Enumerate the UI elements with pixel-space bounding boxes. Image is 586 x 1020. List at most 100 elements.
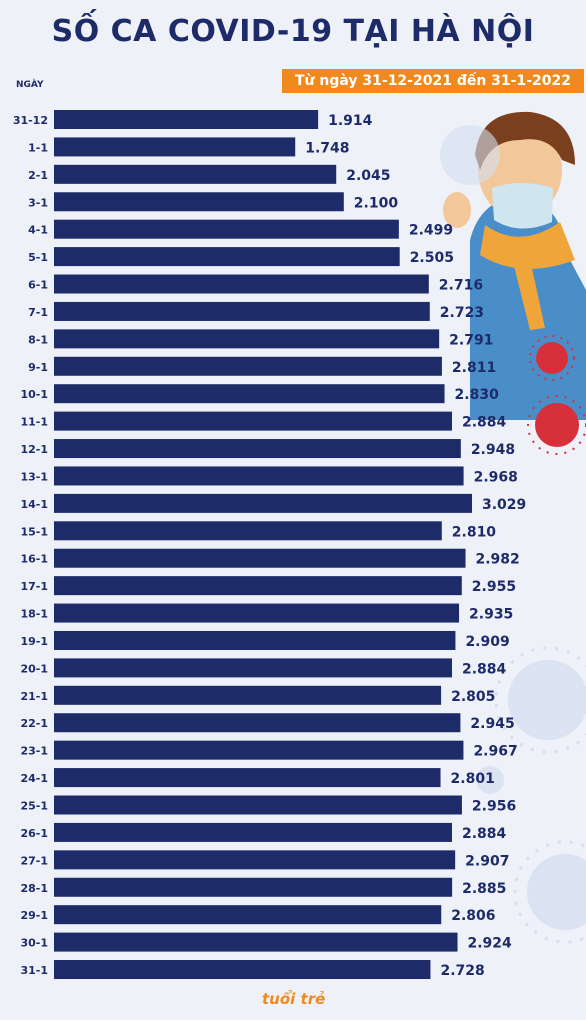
data-label: 2.885 — [462, 881, 506, 897]
category-tick-label: 17-1 — [20, 580, 48, 593]
category-tick-label: 6-1 — [28, 279, 48, 292]
bar — [54, 192, 344, 212]
bar — [54, 795, 462, 815]
data-label: 2.884 — [462, 661, 507, 677]
data-label: 2.884 — [462, 826, 507, 842]
bar — [54, 630, 456, 650]
data-label: 2.728 — [440, 963, 484, 979]
data-label: 2.499 — [409, 223, 453, 239]
person-with-mask-icon — [443, 111, 586, 420]
bar — [54, 493, 472, 513]
data-label: 2.810 — [452, 524, 497, 540]
data-label: 2.805 — [451, 689, 495, 705]
brand-logo: tuổi trẻ — [262, 990, 326, 1008]
date-range-subtitle: Từ ngày 31-12-2021 đến 31-1-2022 — [282, 69, 584, 93]
data-label: 2.045 — [346, 168, 390, 184]
category-tick-label: 31-1 — [20, 964, 48, 977]
category-tick-label: 25-1 — [20, 800, 48, 813]
bar — [54, 247, 400, 267]
bar — [54, 356, 442, 376]
bar — [54, 877, 453, 897]
category-tick-label: 7-1 — [28, 306, 48, 319]
data-label: 2.945 — [470, 716, 514, 732]
category-tick-label: 8-1 — [28, 333, 48, 346]
bar — [54, 137, 296, 157]
data-label: 2.801 — [451, 771, 495, 787]
data-label: 3.029 — [482, 497, 526, 513]
data-label: 1.748 — [305, 140, 349, 156]
data-label: 2.811 — [452, 360, 496, 376]
category-tick-label: 5-1 — [28, 251, 48, 264]
data-label: 2.806 — [451, 908, 495, 924]
bar — [54, 932, 458, 952]
bar — [54, 740, 464, 760]
virus-icon — [527, 335, 586, 455]
bar — [54, 329, 440, 349]
category-tick-label: 18-1 — [20, 608, 48, 621]
data-label: 2.967 — [473, 744, 517, 760]
bar — [54, 439, 461, 459]
bar — [54, 521, 442, 541]
data-label: 2.924 — [468, 936, 513, 952]
bar — [54, 850, 456, 870]
category-tick-label: 28-1 — [20, 882, 48, 895]
category-tick-label: 12-1 — [20, 443, 48, 456]
page-title: SỐ CA COVID-19 TẠI HÀ NỘI — [51, 14, 535, 49]
category-tick-label: 27-1 — [20, 854, 48, 867]
data-label: 2.968 — [474, 469, 518, 485]
bar — [54, 603, 460, 623]
data-label: 2.716 — [439, 278, 483, 294]
data-label: 1.914 — [328, 113, 373, 129]
bar — [54, 411, 452, 431]
data-label: 2.948 — [471, 442, 515, 458]
bar — [54, 384, 445, 404]
category-tick-label: 10-1 — [20, 388, 48, 401]
data-label: 2.907 — [465, 853, 509, 869]
data-label: 2.982 — [476, 552, 520, 568]
category-tick-label: 14-1 — [20, 498, 48, 511]
bar — [54, 768, 441, 788]
category-tick-label: 24-1 — [20, 772, 48, 785]
data-label: 2.505 — [410, 250, 454, 266]
data-label: 2.935 — [469, 607, 513, 623]
category-tick-label: 31-12 — [13, 114, 48, 127]
bar — [54, 301, 430, 321]
data-label: 2.909 — [465, 634, 509, 650]
data-label: 2.791 — [449, 332, 493, 348]
pale-virus-icon — [440, 125, 586, 944]
category-tick-label: 9-1 — [28, 361, 48, 374]
category-tick-label: 4-1 — [28, 224, 48, 237]
bar — [54, 576, 462, 596]
bar — [54, 164, 337, 184]
bar — [54, 219, 399, 239]
bar — [54, 713, 461, 733]
category-tick-label: 15-1 — [20, 525, 48, 538]
category-tick-label: 29-1 — [20, 909, 48, 922]
data-label: 2.100 — [354, 195, 399, 211]
data-label: 2.884 — [462, 415, 507, 431]
bar — [54, 658, 452, 678]
category-axis-label: NGÀY — [16, 80, 44, 90]
data-label: 2.830 — [455, 387, 500, 403]
category-tick-label: 1-1 — [28, 141, 48, 154]
data-label: 2.955 — [472, 579, 516, 595]
category-tick-label: 21-1 — [20, 690, 48, 703]
category-tick-label: 13-1 — [20, 470, 48, 483]
bar — [54, 548, 466, 568]
data-label: 2.723 — [440, 305, 484, 321]
bar — [54, 685, 442, 705]
category-tick-label: 30-1 — [20, 937, 48, 950]
bar — [54, 905, 442, 925]
category-tick-label: 19-1 — [20, 635, 48, 648]
category-tick-label: 22-1 — [20, 717, 48, 730]
bar — [54, 274, 429, 294]
category-tick-label: 23-1 — [20, 745, 48, 758]
bar — [54, 960, 431, 980]
bar — [54, 822, 452, 842]
category-tick-label: 26-1 — [20, 827, 48, 840]
bar — [54, 110, 319, 129]
data-label: 2.956 — [472, 799, 516, 815]
category-tick-label: 20-1 — [20, 662, 48, 675]
